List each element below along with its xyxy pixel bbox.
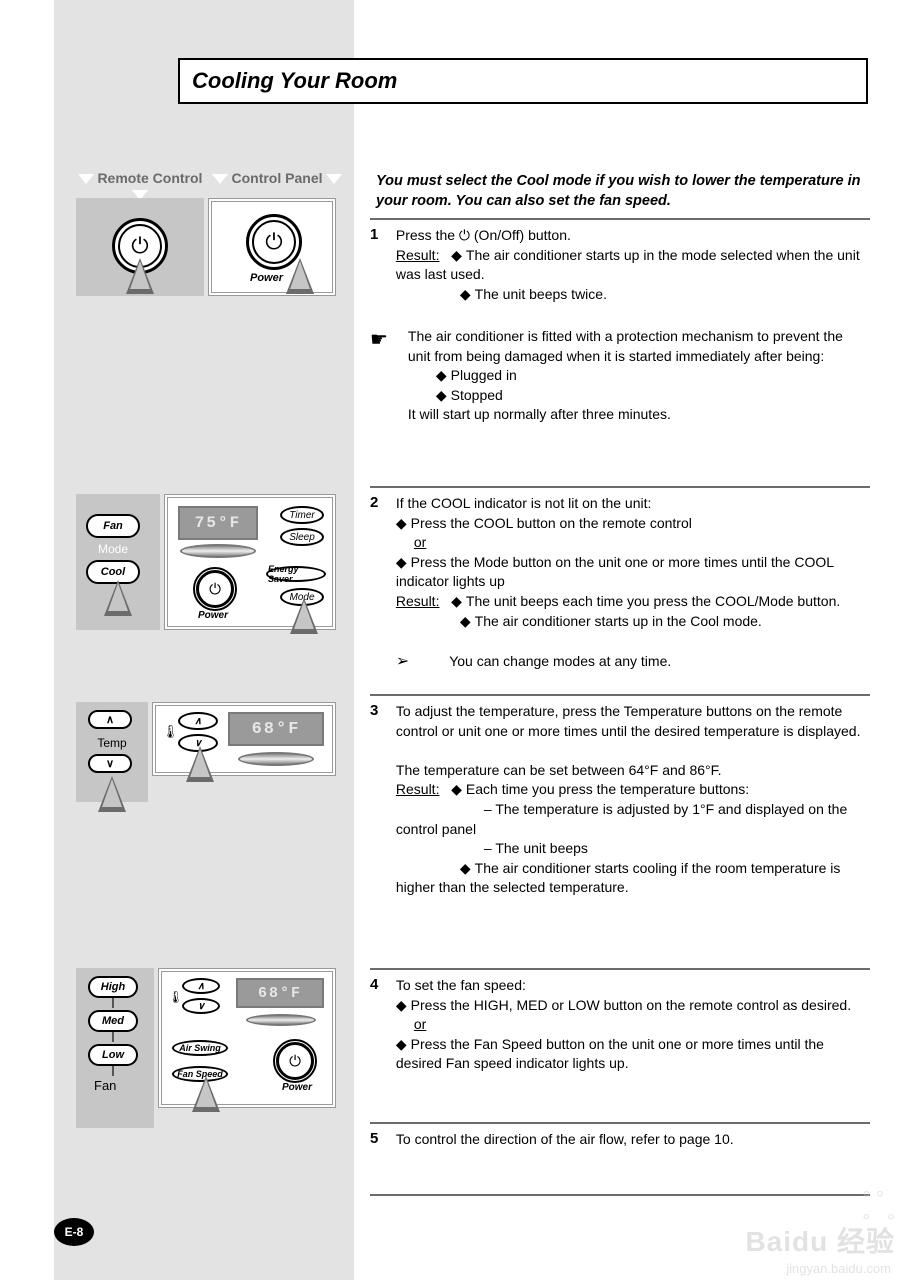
step-4: 4 To set the fan speed: Press the HIGH, … (370, 976, 870, 1074)
power-label: Power (282, 1082, 312, 1093)
rule (370, 1122, 870, 1124)
cursor-icon (98, 776, 126, 812)
cursor-icon (192, 1076, 220, 1112)
timer-button: Timer (280, 506, 324, 524)
pill-decor (180, 544, 256, 558)
rule (370, 694, 870, 696)
temp-label: Temp (92, 736, 132, 750)
power-icon: ⏻ (265, 229, 282, 255)
temp-down-button: ∨ (88, 754, 132, 773)
step-3: 3 To adjust the temperature, press the T… (370, 702, 870, 898)
panel-temp-down: ∨ (182, 998, 220, 1014)
protection-note: ☛ The air conditioner is fitted with a p… (370, 327, 870, 425)
diagram-remote-fanspeed: High Med Low Fan (76, 968, 154, 1128)
diagram-panel-power: ⏻ Power (208, 198, 336, 296)
med-button: Med (88, 1010, 138, 1032)
pointing-hand-icon: ☛ (370, 327, 404, 352)
fan-label: Fan (94, 1078, 116, 1093)
thermometer-icon: 🌡 (162, 724, 179, 740)
panel-power-button: ⏻ (196, 570, 234, 608)
cursor-icon (286, 258, 314, 294)
cursor-icon (126, 258, 154, 294)
watermark: Baidu 经验 (745, 1220, 895, 1260)
arrow-icon (396, 653, 409, 669)
step-1: 1 Press the ⏻ (On/Off) button. Result: T… (370, 226, 870, 304)
remote-fan-button: Fan (86, 514, 140, 538)
bullet: The unit beeps twice. (396, 286, 607, 302)
panel-temp-up: ∧ (182, 978, 220, 994)
pill-decor (246, 1014, 316, 1026)
column-header-panel: Control Panel (202, 170, 352, 186)
diagram-panel-mode: 75°F Timer Sleep Energy Saver Mode ⏻ Pow… (164, 494, 336, 630)
diagram-panel-temp: 🌡 ∧ ∨ 68°F (152, 702, 336, 776)
power-label: Power (250, 272, 283, 284)
diagram-remote-power: ⏻ (76, 198, 204, 296)
step-5: 5 To control the direction of the air fl… (370, 1130, 870, 1150)
air-swing-button: Air Swing (172, 1040, 228, 1056)
diagram-panel-fanspeed: 🌡 ∧ ∨ 68°F Air Swing Fan Speed ⏻ Power (158, 968, 336, 1108)
lcd-display: 75°F (178, 506, 258, 540)
page-title: Cooling Your Room (178, 58, 868, 104)
cursor-icon (186, 746, 214, 782)
panel-power-button: ⏻ (276, 1042, 314, 1080)
power-label: Power (198, 610, 228, 621)
rule (370, 968, 870, 970)
page-number-badge: E-8 (54, 1218, 94, 1246)
power-icon: ⏻ (459, 227, 470, 243)
power-icon: ⏻ (131, 233, 148, 259)
diagram-remote-mode: Fan Mode Cool (76, 494, 160, 630)
panel-temp-up: ∧ (178, 712, 218, 730)
mode-label: Mode (86, 542, 140, 556)
step-2: 2 If the COOL indicator is not lit on th… (370, 494, 870, 673)
thermometer-icon: 🌡 (168, 990, 183, 1004)
lcd-display: 68°F (236, 978, 324, 1008)
sleep-button: Sleep (280, 528, 324, 546)
intro-text: You must select the Cool mode if you wis… (376, 172, 866, 211)
cursor-icon (104, 580, 132, 616)
watermark-url: jingyan.baidu.com (786, 1261, 891, 1276)
low-button: Low (88, 1044, 138, 1066)
high-button: High (88, 976, 138, 998)
cursor-icon (290, 598, 318, 634)
rule (370, 1194, 870, 1196)
rule (370, 486, 870, 488)
pill-decor (238, 752, 314, 766)
rule (370, 218, 870, 220)
lcd-display: 68°F (228, 712, 324, 746)
temp-up-button: ∧ (88, 710, 132, 729)
energy-saver-button: Energy Saver (266, 566, 326, 582)
